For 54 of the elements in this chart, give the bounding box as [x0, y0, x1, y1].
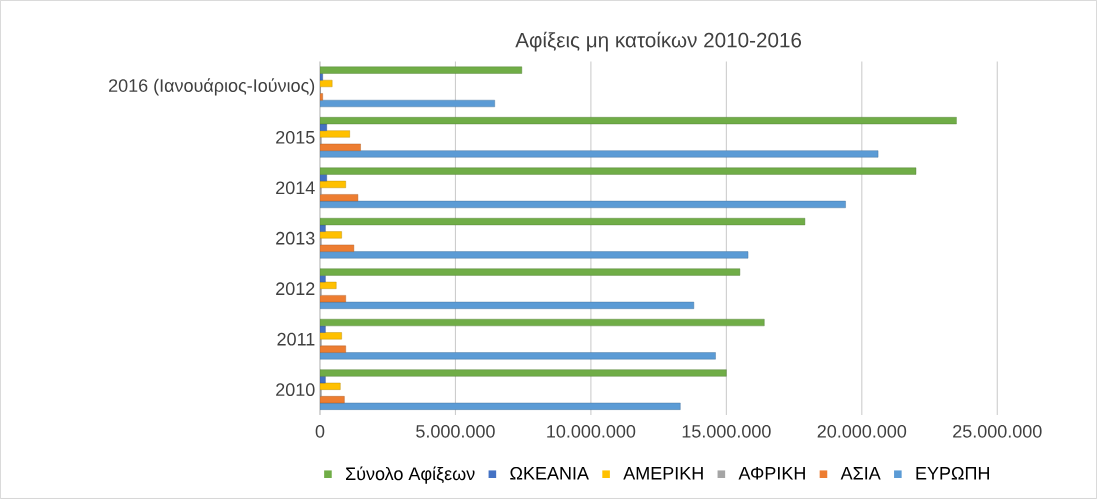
bar	[319, 352, 716, 360]
legend-label: ΑΣΙΑ	[840, 467, 881, 480]
bar	[319, 281, 337, 289]
bar	[319, 73, 323, 81]
x-tick-label: 20.000.000	[817, 424, 907, 438]
bar	[319, 275, 326, 283]
y-tick-label: 2014	[276, 181, 315, 195]
y-tick-label: 2011	[277, 332, 315, 346]
bar	[319, 231, 342, 239]
x-tick-label: 25.000.000	[953, 424, 1042, 438]
bar	[319, 100, 495, 108]
legend-label: ΑΜΕΡΙΚΗ	[623, 467, 703, 480]
legend-label: Σύνολο Αφίξεων	[346, 466, 475, 484]
bar	[319, 268, 741, 276]
bar	[319, 130, 350, 138]
bar	[319, 200, 846, 209]
bar	[319, 174, 327, 182]
bar	[319, 80, 333, 88]
bar	[319, 396, 345, 404]
bar	[319, 194, 359, 202]
bar	[319, 218, 806, 226]
bar	[319, 325, 326, 333]
bar	[319, 143, 361, 151]
legend-label: ΑΦΡΙΚΗ	[738, 467, 805, 480]
bar	[319, 345, 346, 353]
bar	[319, 167, 917, 175]
bar	[319, 117, 957, 125]
bar	[319, 244, 355, 252]
bar	[319, 402, 681, 410]
bar	[319, 382, 341, 390]
bar	[319, 301, 695, 309]
bar	[319, 319, 765, 327]
y-tick-label: 2010	[276, 383, 315, 397]
bar	[319, 224, 326, 232]
bar	[319, 66, 523, 74]
bar	[319, 150, 879, 158]
bar	[319, 332, 342, 340]
x-tick-label: 10.000.000	[547, 424, 636, 438]
x-tick-label: 5.000.000	[416, 424, 495, 438]
bar	[319, 376, 326, 384]
bar	[319, 180, 346, 189]
bar	[319, 369, 727, 377]
bar	[319, 251, 749, 259]
legend-label: ΩΚΕΑΝΙΑ	[510, 466, 589, 480]
bar	[319, 93, 323, 101]
y-tick-label: 2015	[276, 130, 315, 144]
chart-title: Αφίξεις μη κατοίκων 2010-2016	[515, 31, 802, 52]
y-tick-label: 2016 (Ιανουάριος-Ιούνιος)	[109, 78, 315, 96]
x-tick-label: 0	[315, 424, 325, 438]
y-tick-label: 2013	[276, 231, 315, 245]
x-tick-label: 15.000.000	[682, 424, 771, 438]
legend-label: ΕΥΡΩΠΗ	[916, 466, 989, 480]
bar	[319, 295, 346, 303]
y-tick-label: 2012	[276, 282, 315, 296]
